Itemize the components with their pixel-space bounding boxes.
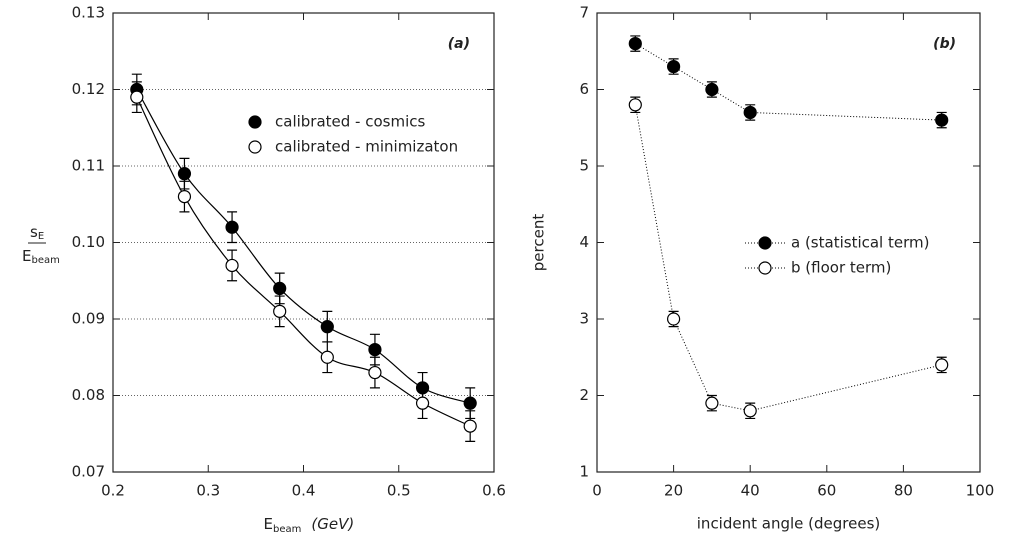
- series-line: [635, 43, 942, 121]
- marker: [130, 90, 144, 104]
- x-tick-label: 0.5: [387, 482, 411, 500]
- x-tick-label: 0.3: [196, 482, 220, 500]
- legend-label: a (statistical term): [791, 234, 929, 252]
- marker: [177, 167, 192, 181]
- y-tick-label: 0.09: [72, 310, 105, 328]
- y-label-symbol-sub: E: [38, 231, 44, 242]
- marker: [320, 350, 334, 364]
- y-tick-label: 0.08: [72, 386, 105, 404]
- legend-marker: [758, 236, 772, 250]
- annotation: (a): [448, 36, 470, 52]
- y-label-denominator: Ebeam: [22, 247, 60, 267]
- x-tick-label: 0.4: [292, 482, 316, 500]
- x-tick-label: 40: [741, 482, 760, 500]
- marker: [225, 220, 239, 234]
- y-tick-label: 5: [579, 157, 589, 175]
- y-tick-label: 0.12: [72, 80, 105, 98]
- marker: [415, 396, 430, 410]
- marker: [320, 320, 334, 334]
- x-tick-label: 60: [817, 482, 836, 500]
- x-tick-label: 80: [894, 482, 913, 500]
- y-tick-label: 0.10: [72, 233, 105, 251]
- legend-label: calibrated - minimizaton: [275, 138, 458, 156]
- y-label-den: E: [22, 247, 31, 265]
- x-tick-label: 100: [966, 482, 995, 500]
- legend-label: calibrated - cosmics: [275, 113, 426, 131]
- x-label-unit: (GeV): [311, 515, 354, 533]
- marker: [935, 358, 949, 372]
- marker: [628, 36, 642, 51]
- legend-marker: [248, 140, 262, 154]
- marker: [368, 343, 382, 357]
- marker: [273, 281, 287, 295]
- marker: [743, 105, 757, 120]
- marker: [628, 98, 642, 112]
- y-tick-label: 0.13: [72, 4, 105, 22]
- marker: [225, 258, 239, 273]
- y-tick-label: 4: [579, 233, 589, 251]
- y-tick-label: 2: [579, 386, 589, 404]
- marker: [463, 396, 477, 410]
- legend-label: b (floor term): [791, 259, 891, 277]
- legend-marker: [758, 261, 772, 275]
- y-tick-label: 0.11: [72, 157, 105, 175]
- x-tick-label: 0.6: [482, 482, 506, 500]
- x-axis-label: Ebeam (GeV): [264, 515, 355, 536]
- y-tick-label: 3: [579, 310, 589, 328]
- marker: [368, 365, 382, 380]
- y-label-numerator: sE: [30, 223, 44, 243]
- x-tick-label: 20: [664, 482, 683, 500]
- marker: [705, 82, 719, 97]
- y-label-den-sub: beam: [31, 255, 59, 266]
- marker: [743, 404, 757, 418]
- series-line: [634, 104, 942, 412]
- marker: [705, 396, 719, 410]
- y-tick-label: 1: [579, 463, 589, 481]
- y-label-symbol: s: [30, 223, 38, 241]
- x-label-main: E: [264, 515, 273, 533]
- x-tick-label: 0: [592, 482, 602, 500]
- marker: [273, 304, 287, 318]
- marker: [935, 113, 949, 127]
- plot-frame: [596, 12, 981, 473]
- marker: [666, 59, 681, 74]
- y-tick-label: 6: [579, 80, 589, 98]
- marker: [463, 419, 477, 433]
- legend-marker: [248, 115, 262, 129]
- marker: [177, 190, 192, 204]
- y-tick-label: 7: [579, 4, 589, 22]
- x-axis-label: incident angle (degrees): [697, 515, 880, 533]
- x-label-sub: beam: [273, 524, 301, 535]
- annotation: (b): [933, 36, 956, 52]
- x-tick-label: 0.2: [101, 482, 125, 500]
- plot-frame: [112, 12, 495, 473]
- y-tick-label: 0.07: [72, 463, 105, 481]
- marker: [666, 312, 681, 326]
- y-axis-label: percent: [530, 214, 548, 272]
